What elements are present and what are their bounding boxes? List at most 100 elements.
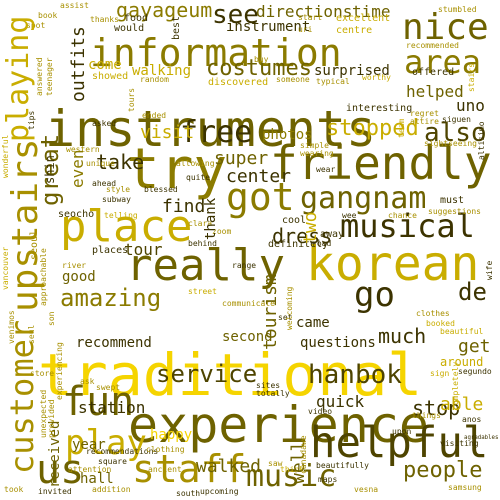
word-centre: centre — [336, 25, 373, 36]
word-river: river — [62, 261, 87, 270]
word-canadawe: canadawe — [299, 435, 308, 474]
word-hall: hall — [80, 471, 114, 487]
word-anos: anos — [462, 415, 482, 424]
word-shin: shin — [43, 155, 57, 184]
word-provided: provided — [47, 399, 56, 438]
word-recommend: recommend — [76, 335, 152, 351]
word-definitely: definitely — [268, 239, 329, 250]
word-teenager: teenager — [45, 57, 54, 96]
word-fun: fun — [62, 379, 135, 425]
word-clothes: clothes — [416, 309, 450, 318]
word-attire: attire — [410, 117, 439, 126]
word-food: food — [124, 13, 149, 24]
word-stopped: stopped — [326, 116, 419, 141]
word-instruments: instruments — [45, 100, 377, 158]
word-center: center — [226, 166, 292, 187]
word-instrument: instrument — [226, 19, 311, 35]
word-welcoming: welcoming — [285, 286, 294, 330]
word-things: things — [412, 411, 441, 420]
word-someone: someone — [276, 75, 310, 84]
word-thanks: thanks — [90, 15, 119, 24]
word-interesting: interesting — [346, 103, 413, 114]
word-maps: maps — [318, 475, 338, 484]
word-traditional: traditional — [38, 341, 423, 409]
word-son: son — [47, 311, 56, 326]
word-vancouver: vancouver — [1, 246, 10, 290]
word-ask: ask — [80, 377, 95, 386]
word-gangnam: gangnam — [300, 181, 427, 216]
word-away: away — [320, 229, 345, 240]
word-get: get — [458, 336, 491, 357]
word-chance: chance — [388, 211, 417, 220]
word-station: station — [78, 398, 146, 417]
word-saw: saw — [268, 459, 283, 468]
word-beautifully: beautifully — [316, 461, 369, 470]
word-sightseeing: sightseeing — [424, 139, 477, 148]
word-korean: korean — [306, 236, 480, 292]
word-sites: sites — [256, 381, 281, 390]
word-asked: asked — [92, 119, 117, 128]
word-tours: tours — [127, 87, 136, 112]
word-friendly: friendly — [270, 136, 492, 190]
word-upon: upon — [392, 427, 412, 436]
word-video: video — [308, 407, 333, 416]
word-stairs: stairs — [467, 63, 476, 92]
word-upcoming: upcoming — [200, 487, 239, 496]
word-recommended: recommended — [406, 41, 459, 50]
word-stop: stop — [412, 396, 461, 420]
word-places: places — [92, 245, 129, 256]
word-discovered: discovered — [208, 77, 269, 88]
word-addition: addition — [92, 485, 131, 494]
word-around: around — [440, 355, 484, 369]
word-approachable: approachable — [39, 248, 48, 306]
word-offered: offered — [412, 67, 455, 78]
word-staff: staff — [132, 447, 247, 491]
word-good: good — [62, 269, 96, 285]
word-clothing: clothing — [146, 445, 185, 454]
word-stumbled: stumbled — [438, 5, 477, 14]
word-got: got — [226, 175, 295, 219]
word-recommendations: recommendations — [86, 447, 159, 456]
word-helped: helped — [406, 82, 464, 101]
word-took: took — [4, 485, 24, 494]
word-western: western — [66, 145, 100, 154]
word-store: store — [30, 369, 55, 378]
word-must: must — [440, 195, 465, 206]
word-random: random — [140, 75, 169, 84]
word-buy: buy — [254, 55, 269, 64]
word-see: see — [212, 0, 259, 30]
word-best: best — [171, 15, 182, 40]
word-even: even — [68, 149, 87, 188]
word-ahead: ahead — [92, 179, 117, 188]
word-surprised: surprised — [314, 63, 390, 79]
word-unique: unique — [86, 159, 115, 168]
word-beautiful: beautiful — [440, 327, 484, 336]
word-costumes: costumes — [206, 56, 312, 81]
word-venimos: venimos — [7, 310, 16, 344]
word-south: south — [176, 489, 201, 498]
word-take: take — [96, 150, 145, 174]
word-street: street — [188, 287, 217, 296]
word-uri: uri — [298, 25, 313, 34]
word-come: come — [88, 57, 122, 73]
word-invited: invited — [38, 487, 72, 496]
word-start: start — [298, 13, 323, 22]
word-wee: wee — [342, 211, 357, 220]
word-also: also — [424, 118, 487, 148]
word-regret: regret — [410, 109, 439, 118]
word-year: year — [72, 437, 106, 453]
word-free: free — [180, 115, 253, 150]
word-square: square — [98, 457, 127, 466]
word-us: us — [36, 447, 85, 493]
word-de: de — [458, 278, 487, 306]
word-showed: showed — [92, 71, 129, 82]
word-much: much — [378, 324, 427, 348]
word-people: people — [403, 458, 483, 483]
word-happy: happy — [150, 427, 193, 443]
word-think: think — [280, 465, 305, 474]
word-tips: tips — [27, 110, 36, 130]
word-nice: nice — [402, 7, 489, 48]
word-wonderful: wonderful — [1, 134, 10, 178]
word-walked: walked — [196, 456, 262, 477]
